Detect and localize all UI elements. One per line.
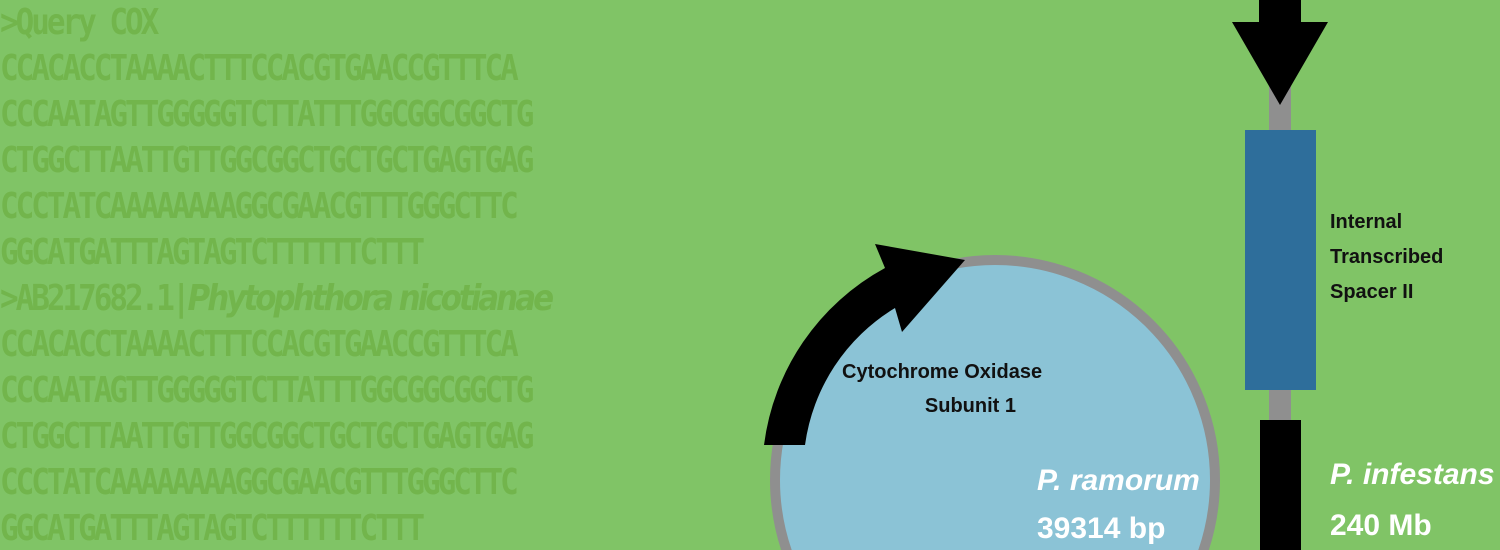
query-header: >Query COX xyxy=(0,2,159,43)
query-sequence-line: CCCAATAGTTGGGGGTCTTATTTGGCGGCGGCTG xyxy=(0,94,534,135)
accession-label: >AB217682.1| xyxy=(0,278,191,319)
sequence-alignment-panel: >Query COX CCACACCTAAAACTTTCCACGTGAACCGT… xyxy=(0,0,602,550)
match-sequence-line: CCCAATAGTTGGGGGTCTTATTTGGCGGCGGCTG xyxy=(0,370,534,411)
match-sequence-line: GGCATGATTTAGTAGTCTTTTTTCTTT xyxy=(0,508,425,549)
query-sequence-line: CCACACCTAAAACTTTCCACGTGAACCGTTTCA xyxy=(0,48,519,89)
its-label-line1: Internal xyxy=(1330,211,1402,233)
mito-genome-size: 39314 bp xyxy=(1037,512,1165,545)
mito-species-name: P. ramorum xyxy=(1037,464,1200,497)
query-sequence-line: CCCTATCAAAAAAAAGGCGAACGTTTGGGCTTC xyxy=(0,186,519,227)
chromosome-lower-segment xyxy=(1260,420,1301,550)
gene-label-line1: Cytochrome Oxidase xyxy=(842,361,1042,383)
mitochondrial-genome-circle xyxy=(770,255,1220,550)
nuclear-genome-size: 240 Mb xyxy=(1330,509,1432,542)
its-label-line3: Spacer II xyxy=(1330,281,1413,303)
match-header: >AB217682.1|Phytophthora nicotianae xyxy=(0,276,602,322)
species-name: Phytophthora nicotianae xyxy=(187,278,555,319)
down-arrow-icon xyxy=(1232,0,1328,105)
nuclear-species-name: P. infestans xyxy=(1330,458,1495,491)
its-region-block xyxy=(1245,130,1316,390)
match-sequence-line: CCCTATCAAAAAAAAGGCGAACGTTTGGGCTTC xyxy=(0,462,519,503)
its-label-line2: Transcribed xyxy=(1330,246,1443,268)
cox1-gene-arrow xyxy=(764,244,965,445)
query-sequence-line: CTGGCTTAATTGTTGGCGGCTGCTGCTGAGTGAG xyxy=(0,140,534,181)
match-sequence-line: CTGGCTTAATTGTTGGCGGCTGCTGCTGAGTGAG xyxy=(0,416,534,457)
gene-label-line2: Subunit 1 xyxy=(925,395,1016,417)
match-sequence-line: CCACACCTAAAACTTTCCACGTGAACCGTTTCA xyxy=(0,324,519,365)
query-sequence-line: GGCATGATTTAGTAGTCTTTTTTCTTT xyxy=(0,232,425,273)
